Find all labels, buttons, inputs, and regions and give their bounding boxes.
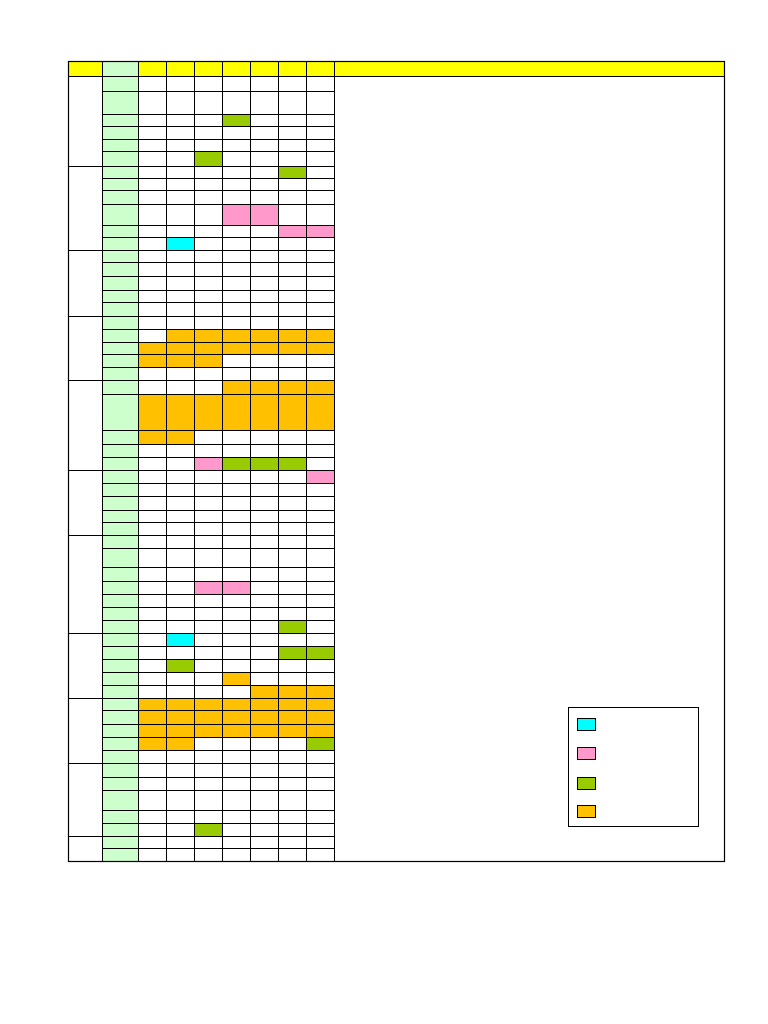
mark-cell-pink [222,581,250,594]
mark-cell-pink [306,470,334,483]
mark-cell-orange [194,354,222,367]
mark-cell-orange [250,710,278,724]
mark-cell-orange [306,342,334,354]
mark-cell-orange [138,342,166,354]
legend-item-cyan [577,717,604,731]
mark-cell-pink [222,204,250,225]
legend-swatch-pink [577,746,596,760]
mark-cell-orange [166,698,194,710]
mark-cell-orange [278,724,306,737]
mark-cell-orange [250,329,278,342]
legend-item-orange [577,804,604,818]
mark-cell-orange [306,329,334,342]
mark-cell-orange [194,342,222,354]
mark-cell-pink [250,204,278,225]
mark-cell-orange [306,724,334,737]
mark-cell-orange [250,394,278,430]
mark-cell-orange [222,698,250,710]
mark-cell-pink [278,225,306,237]
mark-cell-green [222,114,250,126]
mark-cell-green [278,457,306,470]
mark-cell-green [278,166,306,178]
mark-cell-green [194,151,222,166]
mark-cell-orange [222,380,250,394]
mark-cell-pink [306,225,334,237]
mark-cell-orange [194,724,222,737]
mark-cell-orange [138,710,166,724]
mark-cell-orange [278,329,306,342]
mark-cell-green [306,646,334,659]
mark-cell-green [194,823,222,836]
mark-cell-orange [278,698,306,710]
mark-cell-orange [166,430,194,444]
color-legend [568,707,699,827]
mark-cell-orange [250,685,278,698]
mark-cell-orange [250,724,278,737]
mark-cell-green [306,737,334,750]
mark-cell-orange [222,394,250,430]
legend-swatch-green [577,776,596,790]
mark-cell-orange [278,685,306,698]
mark-cell-orange [250,380,278,394]
mark-cell-orange [138,394,166,430]
header-name-cell [102,61,138,76]
mark-cell-orange [306,685,334,698]
mark-cell-orange [222,724,250,737]
mark-cell-orange [166,354,194,367]
legend-swatch-orange [577,804,596,818]
mark-cell-orange [222,672,250,685]
mark-cell-orange [194,329,222,342]
mark-cell-orange [306,710,334,724]
mark-cell-orange [166,394,194,430]
mark-cell-orange [194,698,222,710]
mark-cell-orange [222,329,250,342]
mark-cell-orange [306,380,334,394]
legend-item-green [577,776,604,790]
mark-cell-orange [166,710,194,724]
legend-item-pink [577,746,604,760]
mark-cell-orange [222,342,250,354]
mark-cell-orange [278,380,306,394]
legend-swatch-cyan [577,717,596,731]
mark-cell-cyan [166,633,194,646]
mark-cell-green [166,659,194,672]
mark-cell-orange [278,710,306,724]
mark-cell-orange [194,394,222,430]
mark-cell-orange [306,698,334,710]
name-column [102,76,138,861]
mark-cell-orange [194,710,222,724]
mark-cell-orange [306,394,334,430]
header-row [68,61,725,76]
mark-cell-orange [278,394,306,430]
mark-cell-orange [166,329,194,342]
mark-cell-pink [194,581,222,594]
mark-cell-green [222,457,250,470]
mark-cell-orange [250,342,278,354]
mark-cell-orange [166,342,194,354]
mark-cell-orange [138,724,166,737]
mark-cell-orange [138,737,166,750]
mark-cell-orange [222,710,250,724]
mark-cell-orange [278,342,306,354]
mark-cell-green [250,457,278,470]
mark-cell-orange [166,737,194,750]
table-border [67,60,726,863]
mark-cell-green [278,646,306,659]
mark-cell-orange [138,698,166,710]
mark-cell-pink [194,457,222,470]
mark-cell-cyan [166,237,194,250]
mark-cell-orange [138,354,166,367]
mark-cell-orange [250,698,278,710]
mark-cell-orange [166,724,194,737]
mark-cell-green [278,620,306,633]
mark-cell-orange [138,430,166,444]
